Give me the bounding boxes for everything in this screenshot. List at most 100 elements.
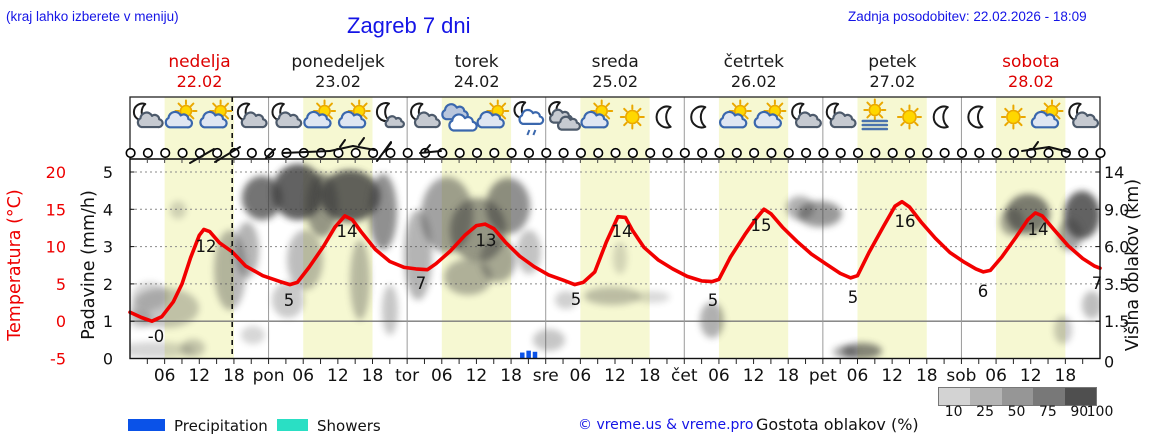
daylight-band: [580, 97, 650, 359]
cloud-blob: [634, 291, 670, 303]
wind-calm-circle: [922, 147, 933, 159]
weather-icon-moon-cloud: [1068, 102, 1100, 129]
hour-label: 18: [916, 366, 938, 386]
weather-icon-sun-cloud: [164, 99, 198, 129]
hour-label: 18: [777, 366, 799, 386]
showers-swatch: [277, 419, 308, 431]
temp-annotation: -0: [148, 327, 164, 346]
weather-icons-row: [132, 98, 1100, 136]
weather-icon-moon: [932, 105, 949, 129]
precipitation-bars: [520, 350, 538, 359]
temp-annotation: 5: [571, 290, 582, 309]
cloud-blob: [382, 285, 398, 335]
hour-label: 12: [1020, 366, 1042, 386]
wind-barb: [424, 144, 431, 152]
temp-tick: -5: [50, 350, 66, 369]
wind-calm-circle: [1095, 147, 1106, 159]
day-header-ponedeljek: ponedeljek 23.02: [269, 52, 408, 92]
precip-tick: 0: [103, 350, 113, 369]
wind-calm-circle: [679, 147, 690, 159]
temp-annotation: 14: [1028, 220, 1049, 239]
location-hint: (kraj lahko izberete v meniju): [6, 9, 179, 24]
wind-barb: [265, 148, 276, 159]
wind-barb: [339, 139, 346, 148]
temp-tick: 0: [56, 312, 66, 331]
temp-tick: 20: [46, 163, 66, 182]
day-header-sreda: sreda 25.02: [546, 52, 685, 92]
temperature-line: [128, 199, 1102, 324]
temp-tick: 15: [46, 200, 66, 219]
day-abbrev: tor: [395, 366, 419, 386]
wind-barb: [1021, 146, 1050, 152]
hour-label: 06: [708, 366, 730, 386]
showers-label: Showers: [317, 417, 381, 435]
hour-label: 18: [500, 366, 522, 386]
wind-barb: [383, 142, 392, 153]
density-tick-label: 100: [1086, 404, 1114, 420]
wind-calm-circle: [177, 147, 188, 159]
wind-barb: [1048, 146, 1070, 153]
weather-icon-moon-cloud: [132, 102, 164, 129]
cloud-blob: [272, 282, 304, 318]
day-abbrev: čet: [671, 366, 698, 386]
cloud-blob: [350, 240, 370, 320]
wind-calm-circle: [991, 147, 1002, 159]
wind-barb: [282, 150, 331, 154]
temp-tick: 5: [56, 275, 66, 294]
cloud-tick: 1.5: [1104, 312, 1129, 331]
hour-label: 06: [570, 366, 592, 386]
daylight-band: [718, 97, 789, 359]
precip-axis-label: Padavine (mm/h): [79, 190, 99, 340]
density-tick-label: 10: [944, 404, 963, 420]
weather-icon-sun-cloud: [476, 99, 510, 129]
temp-annotation: 12: [196, 237, 217, 256]
temp-annotation: 15: [751, 216, 772, 235]
day-date: 23.02: [315, 72, 361, 91]
day-header-četrtek: četrtek 26.02: [684, 52, 823, 92]
cloud-tick: 9.0: [1104, 200, 1129, 219]
cloud-blob: [486, 178, 530, 234]
copyright-link[interactable]: © vreme.us & vreme.pro: [578, 417, 754, 433]
precip-tick: 5: [103, 163, 113, 182]
hour-label: 06: [985, 366, 1007, 386]
weather-icon-moon: [967, 105, 984, 129]
wind-barb: [358, 137, 365, 146]
cloud-blob: [584, 287, 640, 305]
wind-calm-circle: [402, 147, 413, 159]
hour-label: 18: [223, 366, 245, 386]
wind-calm-circle: [939, 147, 950, 159]
hour-label: 18: [1055, 366, 1077, 386]
temp-annotation: 13: [476, 231, 497, 250]
weather-icon-sun: [896, 104, 922, 130]
temp-axis-label: Temperatura (°C): [5, 189, 25, 341]
wind-calm-circle: [714, 147, 725, 159]
weather-icon-sun-cloud: [753, 99, 787, 129]
wind-calm-circle: [1043, 147, 1054, 159]
wind-calm-circle: [489, 147, 500, 159]
day-date: 22.02: [176, 72, 223, 91]
wind-calm-circle: [956, 147, 968, 159]
temp-annotation: 7: [1092, 274, 1103, 293]
cloud-blob: [533, 329, 565, 351]
weather-icon-sun-cloud: [199, 99, 233, 129]
temp-annotation: 14: [337, 222, 358, 241]
wind-calm-circle: [350, 147, 361, 159]
temp-annotation: 5: [848, 288, 859, 307]
temp-tick: 10: [46, 238, 66, 257]
density-segment: [1001, 388, 1034, 405]
cloud-tick: 0: [1104, 353, 1114, 372]
wind-row: [125, 137, 1106, 164]
chart-frame: [129, 96, 1101, 364]
density-tick-label: 50: [1007, 404, 1026, 420]
wind-calm-circle: [645, 147, 656, 159]
page-title: Zagreb 7 dni: [347, 13, 471, 38]
cloud-blob: [517, 230, 541, 274]
temp-annotation: 5: [708, 291, 719, 310]
precip-tick: 4: [103, 200, 113, 219]
wind-calm-circle: [852, 147, 864, 159]
weather-icon-moon-cloud: [410, 102, 441, 129]
temp-annotation: 5: [284, 291, 295, 310]
hour-label: 12: [188, 366, 210, 386]
wind-calm-circle: [1008, 147, 1020, 159]
wind-barb: [352, 145, 376, 151]
